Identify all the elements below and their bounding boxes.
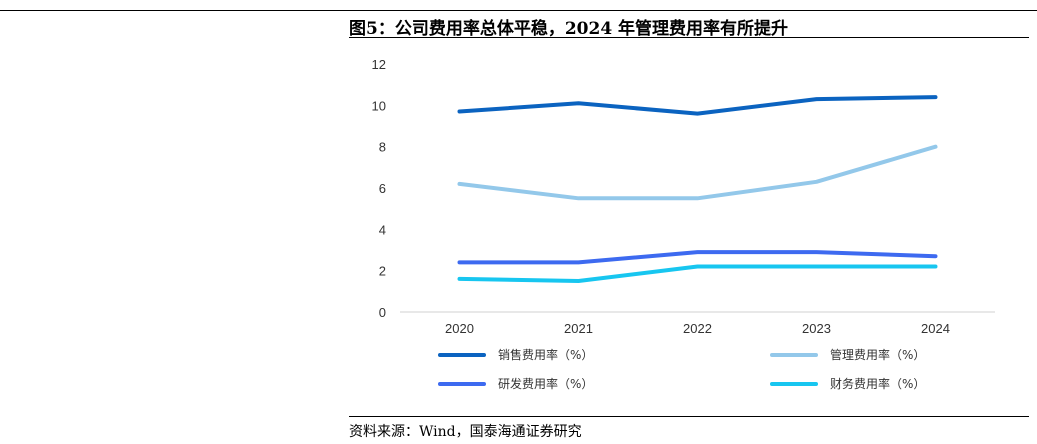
y-tick-label: 2 bbox=[379, 264, 386, 279]
y-tick-label: 6 bbox=[379, 181, 386, 196]
legend: 销售费用率（%） 管理费用率（%） 研发费用率（%） 财务费用率（%） bbox=[438, 347, 925, 391]
x-tick-label: 2024 bbox=[921, 321, 950, 336]
top-rule bbox=[0, 10, 1037, 11]
x-tick-label: 2021 bbox=[564, 321, 593, 336]
figure-source: 资料来源：Wind，国泰海通证券研究 bbox=[349, 424, 582, 440]
series-line-2 bbox=[457, 144, 938, 201]
series-lines bbox=[457, 95, 938, 283]
y-tick-label: 8 bbox=[379, 140, 386, 155]
y-tick-label: 0 bbox=[379, 305, 386, 320]
y-axis-ticks: 0 2 4 6 8 10 12 bbox=[372, 57, 386, 320]
x-tick-label: 2022 bbox=[683, 321, 712, 336]
legend-label: 管理费用率（%） bbox=[830, 347, 925, 362]
x-tick-label: 2020 bbox=[445, 321, 474, 336]
series-line-3 bbox=[457, 250, 938, 265]
legend-label: 销售费用率（%） bbox=[498, 347, 593, 362]
series-line-1 bbox=[457, 95, 938, 116]
y-tick-label: 10 bbox=[372, 98, 386, 113]
title-rule bbox=[349, 37, 1029, 38]
legend-label: 研发费用率（%） bbox=[498, 376, 593, 391]
source-rule bbox=[349, 416, 1029, 417]
x-axis-ticks: 2020 2021 2022 2023 2024 bbox=[445, 321, 950, 336]
y-tick-label: 4 bbox=[379, 222, 386, 237]
series-line-4 bbox=[457, 264, 938, 283]
y-tick-label: 12 bbox=[372, 57, 386, 72]
figure-title: 图5：公司费用率总体平稳，2024 年管理费用率有所提升 bbox=[349, 19, 789, 39]
legend-label: 财务费用率（%） bbox=[830, 376, 925, 391]
x-tick-label: 2023 bbox=[802, 321, 831, 336]
